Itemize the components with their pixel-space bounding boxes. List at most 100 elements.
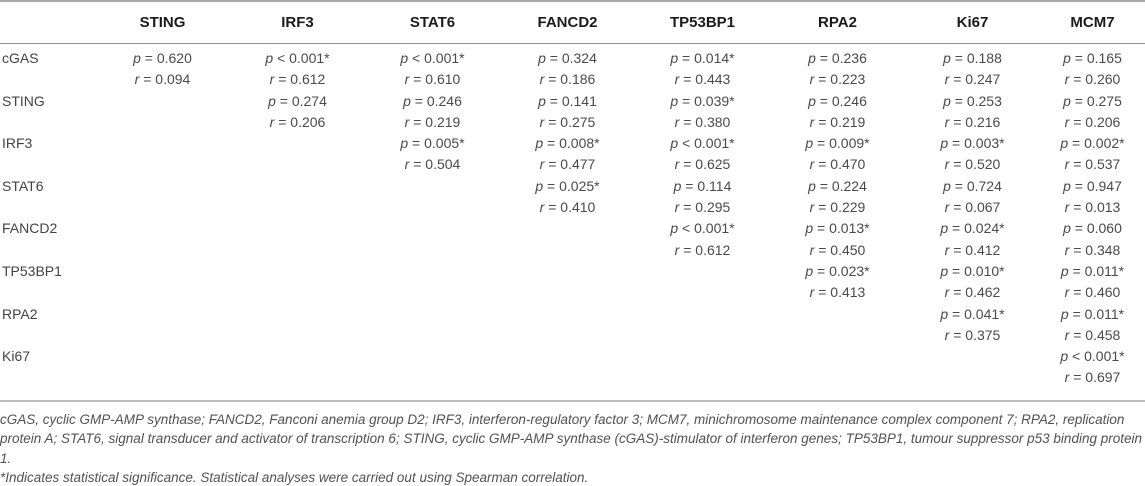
correlation-cell [365, 261, 500, 304]
r-value: r = 0.206 [269, 113, 326, 130]
correlation-cell [500, 218, 635, 261]
correlation-cell [95, 346, 230, 401]
r-value: r = 0.462 [944, 284, 1001, 301]
p-value: p = 0.324 [538, 50, 597, 66]
r-value: r = 0.458 [1064, 326, 1121, 343]
correlation-cell: p = 0.002* r = 0.537 [1040, 133, 1145, 176]
correlation-cell: p = 0.114 r = 0.295 [635, 176, 770, 219]
table-row-cgas: cGAS p = 0.620 r = 0.094 p < 0.001* r = 0.61… [0, 44, 1145, 91]
row-label-ki67: Ki67 [2, 348, 31, 365]
p-value: p = 0.165 [1063, 50, 1122, 66]
correlation-cell: p = 0.246 r = 0.219 [770, 91, 905, 134]
column-header-stat6: STAT6 [365, 1, 500, 44]
row-label-cgas: cGAS [2, 50, 39, 66]
correlation-cell: p = 0.275 r = 0.206 [1040, 91, 1145, 134]
r-value: r = 0.260 [1064, 71, 1121, 88]
correlation-cell: p = 0.236 r = 0.223 [770, 44, 905, 91]
r-value: r = 0.413 [809, 284, 866, 301]
correlation-cell: p = 0.009* r = 0.470 [770, 133, 905, 176]
p-value: p = 0.724 [943, 177, 1002, 194]
p-value: p = 0.236 [808, 50, 867, 66]
p-value: p = 0.025* [535, 177, 600, 194]
p-value: p < 0.001* [670, 220, 735, 237]
p-value: p = 0.620 [133, 50, 192, 66]
p-value: p = 0.188 [943, 50, 1002, 66]
r-value: r = 0.375 [944, 326, 1001, 343]
p-value: p = 0.003* [940, 135, 1005, 152]
p-value: p = 0.013* [805, 220, 870, 237]
r-value: r = 0.206 [1064, 113, 1121, 130]
correlation-cell: p = 0.324 r = 0.186 [500, 44, 635, 91]
footnotes: cGAS, cyclic GMP-AMP synthase; FANCD2, F… [0, 410, 1145, 486]
correlation-cell: p = 0.620 r = 0.094 [95, 44, 230, 91]
corner-cell [0, 1, 95, 44]
correlation-cell [365, 304, 500, 347]
correlation-cell: p = 0.008* r = 0.477 [500, 133, 635, 176]
p-value: p = 0.253 [943, 92, 1002, 109]
p-value: p = 0.023* [805, 262, 870, 279]
column-header-tp53bp1: TP53BP1 [635, 1, 770, 44]
correlation-cell [230, 261, 365, 304]
correlation-cell [905, 346, 1040, 401]
correlation-cell: p = 0.947 r = 0.013 [1040, 176, 1145, 219]
correlation-cell: p = 0.014* r = 0.443 [635, 44, 770, 91]
correlation-cell: p < 0.001* r = 0.610 [365, 44, 500, 91]
r-value: r = 0.520 [944, 156, 1001, 173]
r-value: r = 0.229 [809, 199, 866, 216]
p-value: p < 0.001* [1060, 348, 1125, 365]
correlation-cell [230, 218, 365, 261]
correlation-cell: p = 0.060 r = 0.348 [1040, 218, 1145, 261]
table-row-fancd2: FANCD2 p < 0.001* r = 0.612 p = 0.013* r = 0… [0, 218, 1145, 261]
r-value: r = 0.186 [539, 71, 596, 88]
correlation-cell [365, 176, 500, 219]
p-value: p = 0.014* [670, 50, 735, 66]
correlation-cell [95, 176, 230, 219]
r-value: r = 0.412 [944, 241, 1001, 258]
row-label-tp53bp1: TP53BP1 [2, 262, 62, 279]
correlation-cell: p < 0.001* r = 0.612 [635, 218, 770, 261]
correlation-cell: p = 0.013* r = 0.450 [770, 218, 905, 261]
correlation-cell [230, 304, 365, 347]
r-value: r = 0.537 [1064, 156, 1121, 173]
correlation-cell: p = 0.023* r = 0.413 [770, 261, 905, 304]
correlation-cell [635, 346, 770, 401]
correlation-cell [230, 346, 365, 401]
r-value: r = 0.477 [539, 156, 596, 173]
r-value: r = 0.450 [809, 241, 866, 258]
correlation-cell [500, 346, 635, 401]
p-value: p = 0.246 [808, 92, 867, 109]
table-row-rpa2: RPA2 p = 0.041* r = 0.375 p = 0.011* r = 0.4… [0, 304, 1145, 347]
correlation-cell [635, 261, 770, 304]
correlation-cell [365, 346, 500, 401]
r-value: r = 0.216 [944, 113, 1001, 130]
row-label-rpa2: RPA2 [2, 305, 38, 322]
r-value: r = 0.295 [674, 199, 731, 216]
r-value: r = 0.612 [674, 241, 731, 258]
correlation-cell: p = 0.003* r = 0.520 [905, 133, 1040, 176]
r-value: r = 0.013 [1064, 199, 1121, 216]
correlation-cell [95, 218, 230, 261]
column-header-rpa2: RPA2 [770, 1, 905, 44]
r-value: r = 0.504 [404, 156, 461, 173]
correlation-cell [95, 304, 230, 347]
column-header-irf3: IRF3 [230, 1, 365, 44]
correlation-cell: p = 0.224 r = 0.229 [770, 176, 905, 219]
correlation-cell [230, 176, 365, 219]
correlation-cell [230, 133, 365, 176]
correlation-cell: p = 0.039* r = 0.380 [635, 91, 770, 134]
row-label-fancd2: FANCD2 [2, 220, 58, 237]
p-value: p = 0.010* [940, 262, 1005, 279]
p-value: p = 0.224 [808, 177, 867, 194]
r-value: r = 0.612 [269, 71, 326, 88]
r-value: r = 0.443 [674, 71, 731, 88]
correlation-cell: p = 0.005* r = 0.504 [365, 133, 500, 176]
p-value: p = 0.011* [1060, 305, 1125, 322]
r-value: r = 0.219 [809, 113, 866, 130]
r-value: r = 0.410 [539, 199, 596, 216]
correlation-cell: p = 0.188 r = 0.247 [905, 44, 1040, 91]
p-value: p < 0.001* [400, 50, 465, 66]
abbreviations-note: cGAS, cyclic GMP-AMP synthase; FANCD2, F… [0, 411, 1142, 466]
correlation-cell: p = 0.274 r = 0.206 [230, 91, 365, 134]
p-value: p = 0.141 [538, 92, 597, 109]
